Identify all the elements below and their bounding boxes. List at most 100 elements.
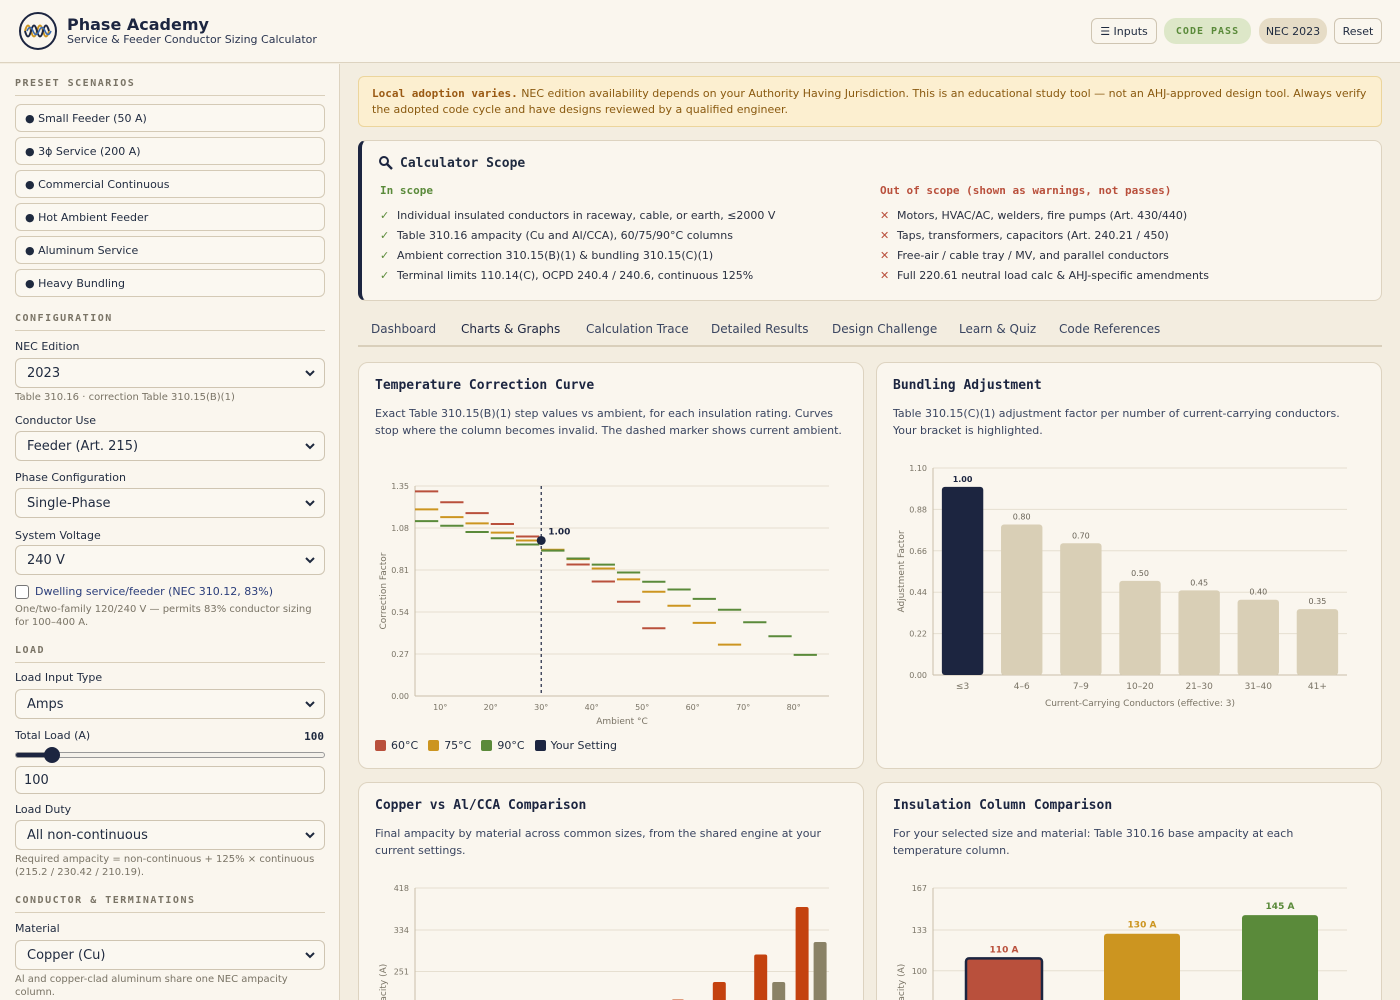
tab-learn-quiz[interactable]: Learn & Quiz — [959, 322, 1037, 336]
load-input-select[interactable]: Amps — [15, 689, 325, 719]
bar-≤3 — [941, 486, 984, 675]
nec-edition-select[interactable]: 2023 — [15, 358, 325, 388]
alert-strong: Local adoption varies. — [372, 87, 518, 100]
card-title: Bundling Adjustment — [893, 378, 1042, 393]
bar-75°C — [1104, 933, 1180, 1000]
conductor-section-title: CONDUCTOR & TERMINATIONS — [15, 895, 325, 913]
preset-heavy-bundling[interactable]: ● Heavy Bundling — [15, 269, 325, 297]
voltage-select[interactable]: 240 V — [15, 545, 325, 575]
x-tick-label: 30° — [534, 703, 548, 712]
voltage-value: 240 V — [27, 552, 65, 568]
conductor-use-value: Feeder (Art. 215) — [27, 438, 139, 454]
bar-value-label: 0.45 — [1190, 578, 1208, 587]
total-load-label: Total Load (A) — [15, 729, 91, 742]
voltage-label: System Voltage — [15, 529, 101, 542]
x-tick-label: 41+ — [1308, 682, 1327, 692]
bar-31–40 — [1237, 599, 1279, 675]
total-load-slider[interactable] — [15, 752, 325, 758]
x-tick-label: 60° — [686, 703, 700, 712]
x-tick-label: 70° — [736, 703, 750, 712]
card-description: Final ampacity by material across common… — [375, 827, 821, 857]
cross-icon: ✕ — [880, 249, 890, 262]
tab-detailed-results[interactable]: Detailed Results — [711, 322, 809, 336]
x-tick-label: 31–40 — [1245, 682, 1273, 692]
chevron-down-icon — [305, 701, 315, 708]
phase-select[interactable]: Single-Phase — [15, 488, 325, 518]
bar-series-1 — [772, 982, 786, 1000]
phase-value: Single-Phase — [27, 495, 111, 511]
y-axis-label: Ampacity (A) — [379, 964, 389, 1000]
dwelling-checkbox[interactable] — [15, 585, 29, 599]
y-tick-label: 1.08 — [391, 524, 409, 533]
total-load-input[interactable]: 100 — [15, 766, 325, 794]
bar-value-label: 0.35 — [1309, 597, 1327, 606]
reset-button[interactable]: Reset — [1334, 18, 1382, 44]
chevron-down-icon — [305, 500, 315, 507]
chevron-down-icon — [305, 952, 315, 959]
x-tick-label: 10° — [433, 703, 447, 712]
legend-90: 90°C — [481, 739, 525, 752]
scope-panel: Calculator Scope In scope Out of scope (… — [358, 140, 1382, 301]
bar-value-label: 110 A — [990, 945, 1019, 955]
config-section-title: CONFIGURATION — [15, 313, 325, 331]
load-section-title: LOAD — [15, 645, 325, 663]
slider-thumb[interactable] — [44, 747, 61, 763]
preset-aluminum-service[interactable]: ● Aluminum Service — [15, 236, 325, 264]
current-setting-label: 1.00 — [548, 527, 570, 537]
preset-commercial-continuous[interactable]: ● Commercial Continuous — [15, 170, 325, 198]
bar-41+ — [1296, 609, 1339, 675]
inputs-button[interactable]: ☰ Inputs — [1091, 18, 1157, 44]
out-scope-item: ✕ Free-air / cable tray / MV, and paralle… — [880, 249, 1169, 262]
load-duty-select[interactable]: All non-continuous — [15, 820, 325, 850]
y-tick-label: 0.22 — [909, 630, 927, 639]
y-tick-label: 334 — [394, 926, 409, 935]
slider-fill — [16, 753, 54, 757]
insulation-chart: 100 133 167 Ampacity (A) 110 A 130 A 145 A — [897, 884, 1347, 1000]
bar-value-label: 1.00 — [953, 475, 973, 484]
edition-badge: NEC 2023 — [1259, 18, 1327, 44]
y-tick-label: 1.10 — [909, 464, 927, 473]
tab-dashboard[interactable]: Dashboard — [371, 322, 437, 336]
tab-code-references[interactable]: Code References — [1059, 322, 1161, 336]
x-tick-label: 10–20 — [1126, 682, 1154, 692]
material-select[interactable]: Copper (Cu) — [15, 940, 325, 970]
bar-series-0 — [754, 954, 768, 1000]
x-tick-label: 20° — [484, 703, 498, 712]
card-title: Copper vs Al/CCA Comparison — [375, 798, 587, 813]
material-value: Copper (Cu) — [27, 947, 106, 963]
y-tick-label: 0.00 — [909, 671, 927, 680]
y-tick-label: 167 — [912, 884, 927, 893]
y-tick-label: 133 — [912, 926, 927, 935]
bar-value-label: 0.50 — [1131, 569, 1149, 578]
tab-charts[interactable]: Charts & Graphs — [461, 322, 561, 336]
cross-icon: ✕ — [880, 209, 890, 222]
conductor-use-select[interactable]: Feeder (Art. 215) — [15, 431, 325, 461]
chevron-down-icon — [305, 557, 315, 564]
bundling-chart: 0.00 0.22 0.44 0.66 0.88 1.10 1.00 ≤3 0.80 4–6 0.7… — [897, 464, 1347, 709]
tab-design-challenge[interactable]: Design Challenge — [832, 322, 938, 336]
nec-edition-label: NEC Edition — [15, 340, 80, 353]
phase-label: Phase Configuration — [15, 471, 126, 484]
preset-3phase-service[interactable]: ● 3ϕ Service (200 A) — [15, 137, 325, 165]
legend-setting: Your Setting — [534, 739, 617, 752]
preset-small-feeder[interactable]: ● Small Feeder (50 A) — [15, 104, 325, 132]
y-tick-label: 0.27 — [391, 650, 409, 659]
bar-7–9 — [1060, 543, 1102, 675]
x-axis-label: Current-Carrying Conductors (effective: … — [1045, 699, 1235, 709]
in-scope-title: In scope — [380, 184, 433, 197]
y-tick-label: 1.35 — [391, 482, 409, 491]
dwelling-checkbox-label[interactable]: Dwelling service/feeder (NEC 310.12, 83%… — [35, 585, 274, 598]
temp-legend: 60°C 75°C 90°C Your Setting — [375, 739, 617, 752]
conductor-use-label: Conductor Use — [15, 414, 96, 427]
bundling-card: Bundling Adjustment Table 310.15(C)(1) a… — [876, 362, 1382, 769]
material-label: Material — [15, 922, 60, 935]
y-axis-label: Adjustment Factor — [897, 530, 907, 612]
total-load-readout: 100 — [304, 730, 324, 743]
magnifier-icon — [379, 156, 393, 170]
bar-21–30 — [1178, 590, 1220, 675]
tab-calculation-trace[interactable]: Calculation Trace — [586, 322, 689, 336]
preset-hot-ambient[interactable]: ● Hot Ambient Feeder — [15, 203, 325, 231]
bar-series-0 — [795, 907, 809, 1000]
status-badge: CODE PASS — [1164, 18, 1251, 44]
bar-60°C — [964, 957, 1044, 1000]
